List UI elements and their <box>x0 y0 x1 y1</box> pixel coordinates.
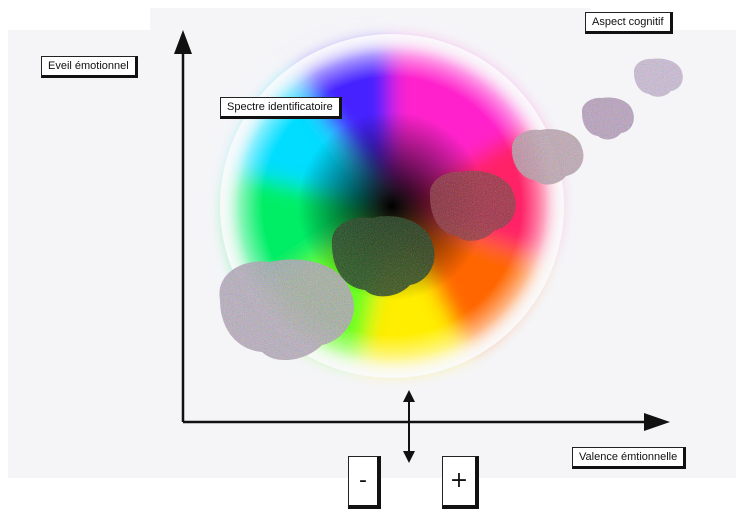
brain-icon <box>429 170 516 241</box>
y-axis <box>174 30 192 422</box>
plus-sign: + <box>442 456 479 509</box>
cognitive-label: Aspect cognitif <box>585 12 673 34</box>
spectrum-label: Spectre identificatoire <box>220 97 342 119</box>
y-axis-label: Eveil émotionnel <box>41 56 138 78</box>
double-arrow-icon <box>403 390 415 463</box>
x-axis <box>183 413 670 431</box>
x-axis-label: Valence émtionnelle <box>572 447 687 469</box>
minus-sign: - <box>348 456 381 509</box>
up-arrow-icon <box>174 30 192 54</box>
right-arrow-icon <box>644 413 670 431</box>
brain-icon <box>331 216 435 297</box>
brain-icon <box>581 97 634 140</box>
brain-icon <box>633 58 683 97</box>
brain-icon <box>219 259 354 361</box>
brain-icon <box>511 129 584 185</box>
